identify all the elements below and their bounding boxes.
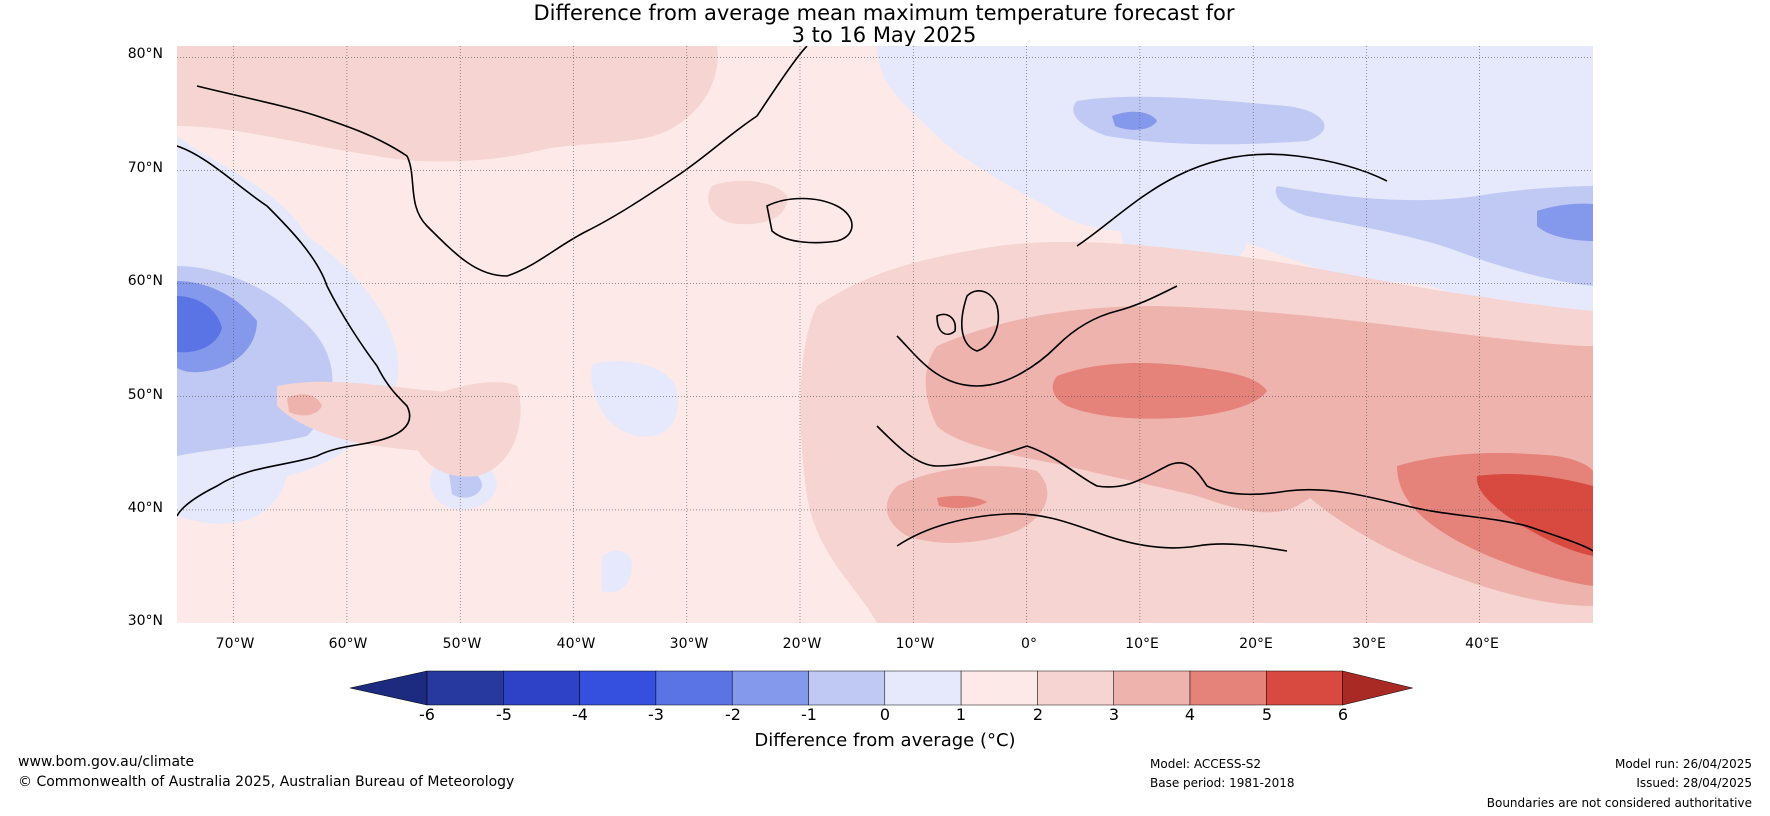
colorbar-tick-minus-4: -4	[572, 705, 588, 724]
coastline-greenland	[196, 46, 808, 277]
website-link[interactable]: www.bom.gov.au/climate	[18, 754, 195, 770]
coastline-norway	[1076, 153, 1388, 247]
colorbar-under-triangle	[350, 670, 428, 706]
copyright-text: © Commonwealth of Australia 2025, Austra…	[18, 774, 515, 790]
colorbar-tick-minus-5: -5	[496, 705, 512, 724]
lon-label-10w: 10°W	[895, 636, 935, 652]
chart-title-line-2: 3 to 16 May 2025	[791, 23, 977, 47]
lat-label-80n: 80°N	[127, 46, 163, 62]
colorbar-tick-minus-6: -6	[419, 705, 435, 724]
colorbar-segment-7	[960, 670, 1038, 706]
coastline-europe	[876, 285, 1593, 552]
warm-anomaly-north-africa-core	[937, 495, 987, 509]
lat-label-60n: 60°N	[127, 273, 163, 289]
cold-anomaly-norwegian-sea	[877, 46, 1593, 336]
colorbar-tick-minus-1: -1	[801, 705, 817, 724]
colorbar-segment-8	[1037, 670, 1114, 706]
warm-anomaly-greenland	[177, 46, 718, 162]
lon-label-50w: 50°W	[442, 636, 482, 652]
lat-label-70n: 70°N	[127, 160, 163, 176]
lon-label-40w: 40°W	[556, 636, 596, 652]
coastline-iceland	[766, 197, 853, 244]
colorbar-tick-3: 3	[1108, 705, 1120, 724]
colorbar-segment-3	[655, 670, 733, 706]
graticule	[177, 46, 1593, 623]
lat-label-40n: 40°N	[127, 500, 163, 516]
lon-label-20e: 20°E	[1239, 636, 1273, 652]
colorbar-tick-1: 1	[955, 705, 967, 724]
lon-label-0: 0°	[1021, 636, 1037, 652]
cold-anomaly-atlantic-3	[602, 550, 632, 593]
colorbar-segment-11	[1266, 670, 1343, 706]
issued-text: Issued: 28/04/2025	[1636, 776, 1752, 790]
cold-anomaly-atlantic-1	[591, 361, 678, 437]
cold-anomaly-hudson-core	[177, 296, 222, 353]
lat-label-30n: 30°N	[127, 613, 163, 629]
colorbar-segment-10	[1189, 670, 1267, 706]
model-text: Model: ACCESS-S2	[1150, 757, 1262, 771]
colorbar-segment-6	[884, 670, 962, 706]
colorbar-segment-1	[503, 670, 580, 706]
colorbar-tick-minus-2: -2	[725, 705, 741, 724]
colorbar-tick-0: 0	[879, 705, 891, 724]
lat-label-50n: 50°N	[127, 387, 163, 403]
warm-anomaly-mid-atlantic	[407, 382, 521, 477]
temperature-anomaly-map	[177, 46, 1593, 623]
colorbar-tick-4: 4	[1184, 705, 1196, 724]
colorbar-tick-5: 5	[1261, 705, 1273, 724]
colorbar-segment-4	[731, 670, 809, 706]
coastline-labrador	[177, 145, 411, 517]
coastlines	[177, 46, 1593, 552]
coastline-north-africa	[896, 513, 1288, 552]
lon-label-30w: 30°W	[669, 636, 709, 652]
colorbar-tick-minus-3: -3	[648, 705, 664, 724]
colorbar-label: Difference from average (°C)	[754, 730, 1016, 751]
lon-label-70w: 70°W	[215, 636, 255, 652]
lon-label-30e: 30°E	[1352, 636, 1386, 652]
cold-anomaly-nw-russia	[1275, 186, 1593, 286]
lon-label-60w: 60°W	[328, 636, 368, 652]
warm-anomaly-iceland	[708, 180, 788, 225]
model-run-text: Model run: 26/04/2025	[1614, 757, 1752, 771]
colorbar	[350, 670, 1413, 706]
colorbar-tick-6: 6	[1337, 705, 1349, 724]
cold-anomaly-urals-core	[1537, 203, 1593, 241]
chart-title-line-1: Difference from average mean maximum tem…	[533, 1, 1235, 25]
colorbar-tick-2: 2	[1032, 705, 1044, 724]
colorbar-segment-2	[579, 670, 657, 706]
warm-anomaly-turkey-core	[1476, 474, 1593, 556]
colorbar-over-triangle	[1342, 670, 1413, 706]
base-period-text: Base period: 1981-2018	[1150, 776, 1295, 790]
warm-anomaly-danube	[1052, 363, 1267, 419]
cold-anomaly-barents-core	[1112, 111, 1157, 130]
lon-label-20w: 20°W	[782, 636, 822, 652]
colorbar-segment-9	[1113, 670, 1191, 706]
cold-anomaly-atlantic-2-core	[449, 470, 482, 498]
warm-anomaly-newfoundland-core	[287, 394, 322, 416]
lon-label-10e: 10°E	[1125, 636, 1159, 652]
lon-label-40e: 40°E	[1465, 636, 1499, 652]
disclaimer-text: Boundaries are not considered authoritat…	[1486, 796, 1752, 810]
colorbar-segment-0	[426, 670, 504, 706]
coastline-british-isles	[936, 290, 999, 352]
cold-anomaly-barents	[1073, 96, 1325, 145]
colorbar-segment-5	[808, 670, 886, 706]
